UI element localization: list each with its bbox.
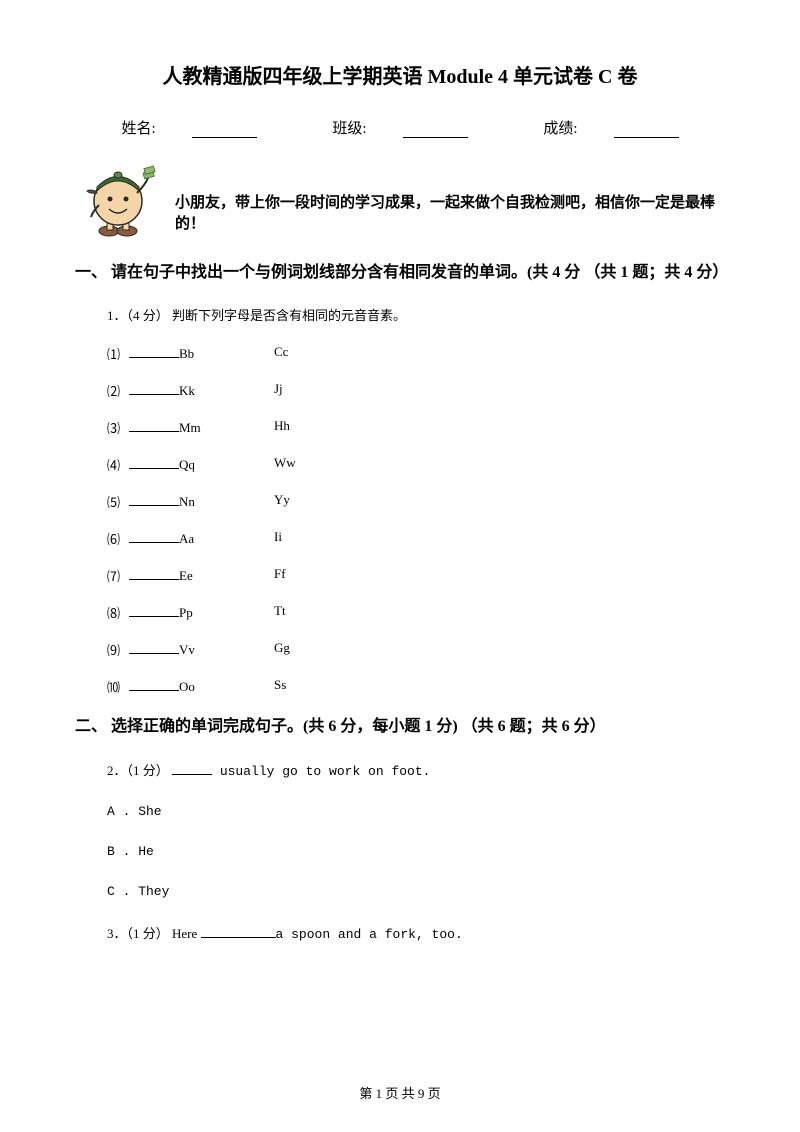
name-blank	[192, 123, 257, 138]
class-blank	[403, 123, 468, 138]
item-8: ⑻PpTt	[107, 603, 725, 622]
item-4: ⑷QqWw	[107, 455, 725, 474]
encouragement-text: 小朋友，带上你一段时间的学习成果，一起来做个自我检测吧，相信你一定是最棒的！	[175, 191, 725, 238]
section2-header: 二、 选择正确的单词完成句子。(共 6 分，每小题 1 分) （共 6 题；共 …	[75, 714, 725, 740]
item-2: ⑵KkJj	[107, 381, 725, 400]
option-2c: C . They	[107, 883, 725, 899]
score-field: 成绩:	[525, 121, 696, 137]
score-blank	[614, 123, 679, 138]
page-title: 人教精通版四年级上学期英语 Module 4 单元试卷 C 卷	[75, 60, 725, 89]
section1-header: 一、 请在句子中找出一个与例词划线部分含有相同发音的单词。(共 4 分 （共 1…	[75, 260, 725, 286]
question-3: 3．（1 分） Here a spoon and a fork, too.	[107, 923, 725, 942]
item-5: ⑸NnYy	[107, 492, 725, 511]
page-footer: 第 1 页 共 9 页	[0, 1083, 800, 1102]
option-2b: B . He	[107, 843, 725, 859]
item-9: ⑼VvGg	[107, 640, 725, 659]
name-field: 姓名:	[103, 121, 274, 137]
item-1: ⑴BbCc	[107, 344, 725, 363]
mascot-icon	[85, 163, 157, 238]
item-6: ⑹AaIi	[107, 529, 725, 548]
question-2: 2．（1 分） usually go to work on foot.	[107, 760, 725, 779]
class-field: 班级:	[314, 121, 485, 137]
option-2a: A . She	[107, 803, 725, 819]
mascot-row: 小朋友，带上你一段时间的学习成果，一起来做个自我检测吧，相信你一定是最棒的！	[75, 163, 725, 238]
item-10: ⑽OoSs	[107, 677, 725, 696]
info-line: 姓名: 班级: 成绩:	[75, 117, 725, 138]
item-3: ⑶MmHh	[107, 418, 725, 437]
item-7: ⑺EeFf	[107, 566, 725, 585]
question-1: 1．（4 分） 判断下列字母是否含有相同的元音音素。	[107, 306, 725, 327]
